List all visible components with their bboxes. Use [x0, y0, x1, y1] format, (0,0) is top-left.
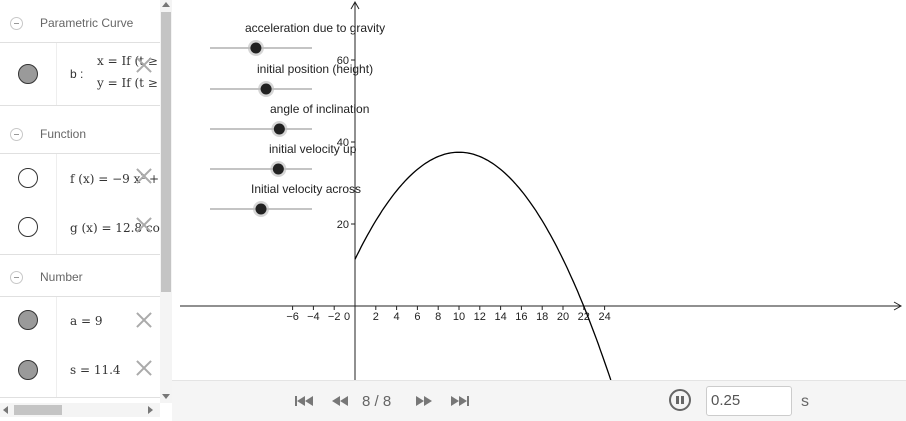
collapse-icon[interactable] — [10, 271, 23, 284]
pause-icon[interactable] — [669, 389, 691, 411]
algebra-row-g[interactable]: g (x) = 12.8 co — [0, 204, 160, 255]
category-label: Function — [40, 127, 87, 141]
number-expression: s = 11.4 — [70, 363, 121, 377]
x-tick-label: 2 — [373, 311, 379, 323]
delete-icon[interactable] — [134, 166, 154, 186]
delete-icon[interactable] — [134, 358, 154, 378]
speed-unit: s — [801, 393, 809, 410]
scroll-left-icon[interactable] — [3, 406, 8, 414]
graphics-canvas[interactable]: −6 −4 −2 0 2 4 6 8 10 12 14 16 18 20 22 24204060acceler… — [172, 0, 906, 380]
speed-input[interactable]: 0.25 — [706, 386, 792, 416]
x-tick-label: −6 — [286, 311, 299, 323]
algebra-row-a[interactable]: a = 9 — [0, 297, 160, 348]
scroll-right-icon[interactable] — [148, 406, 153, 414]
delete-icon[interactable] — [134, 215, 154, 235]
expression-line-y: y = If (t ≥ — [97, 76, 158, 90]
x-tick-label: 12 — [474, 311, 486, 323]
collapse-icon[interactable] — [10, 128, 23, 141]
visibility-marble-icon[interactable] — [18, 64, 38, 84]
slider-label: acceleration due to gravity — [245, 21, 385, 35]
slider-point[interactable] — [260, 83, 272, 95]
slider-point[interactable] — [272, 163, 284, 175]
x-tick-label: 8 — [435, 311, 441, 323]
slider-label: Initial velocity across — [251, 182, 361, 196]
category-function[interactable]: Function — [0, 117, 160, 154]
collapse-icon[interactable] — [10, 17, 23, 30]
category-label: Parametric Curve — [40, 16, 134, 30]
scrollbar-thumb[interactable] — [14, 405, 62, 415]
category-parametric-curve[interactable]: Parametric Curve — [0, 6, 160, 43]
algebra-vertical-scrollbar[interactable] — [160, 0, 172, 403]
x-tick-label: 20 — [557, 311, 569, 323]
graphics-view[interactable]: −6 −4 −2 0 2 4 6 8 10 12 14 16 18 20 22 24 20 40 60 acceler… — [172, 0, 906, 380]
frame-counter: 8 / 8 — [362, 393, 392, 410]
x-tick-label: 14 — [494, 311, 506, 323]
x-axis-arrow-icon — [893, 301, 903, 311]
x-tick-label: −2 — [328, 311, 341, 323]
slider-point[interactable] — [250, 42, 262, 54]
number-expression: a = 9 — [70, 314, 103, 328]
delete-icon[interactable] — [134, 310, 154, 330]
scrollbar-thumb[interactable] — [161, 12, 171, 292]
object-name: b : — [70, 67, 84, 81]
algebra-row-f[interactable]: f (x) = −9 x² + — [0, 154, 160, 205]
x-tick-label: 24 — [598, 311, 610, 323]
x-tick-label: 0 — [344, 311, 350, 323]
scroll-up-icon[interactable] — [162, 2, 170, 7]
y-tick-label: 40 — [337, 137, 349, 149]
previous-frame-icon[interactable] — [330, 393, 350, 409]
trajectory-curve — [354, 151, 612, 380]
animation-player: 8 / 8 0.25 s — [172, 380, 906, 421]
next-frame-icon[interactable] — [414, 393, 434, 409]
x-tick-label: 6 — [414, 311, 420, 323]
slider-label: angle of inclination — [270, 102, 369, 116]
y-tick-label: 20 — [337, 219, 349, 231]
first-frame-icon[interactable] — [294, 393, 314, 409]
visibility-marble-icon[interactable] — [18, 360, 38, 380]
visibility-marble-icon[interactable] — [18, 168, 38, 188]
algebra-horizontal-scrollbar[interactable] — [0, 403, 160, 417]
slider-label: initial position (height) — [257, 62, 373, 76]
y-axis-arrow-icon — [350, 0, 360, 10]
delete-icon[interactable] — [134, 55, 154, 75]
slider-point[interactable] — [255, 203, 267, 215]
y-tick-label: 60 — [337, 55, 349, 67]
x-tick-label: −4 — [307, 311, 320, 323]
category-number[interactable]: Number — [0, 260, 160, 297]
x-tick-label: 16 — [515, 311, 527, 323]
last-frame-icon[interactable] — [450, 393, 470, 409]
x-tick-label: 10 — [453, 311, 465, 323]
x-tick-label: 18 — [536, 311, 548, 323]
x-tick-label: 4 — [394, 311, 400, 323]
category-label: Number — [40, 270, 83, 284]
algebra-view: Parametric Curve b : x = If (t ≥ y = If … — [0, 0, 161, 403]
visibility-marble-icon[interactable] — [18, 217, 38, 237]
algebra-row-s[interactable]: s = 11.4 — [0, 347, 160, 398]
scroll-down-icon[interactable] — [162, 394, 170, 399]
slider-label: initial velocity up — [269, 142, 357, 156]
slider-point[interactable] — [273, 123, 285, 135]
visibility-marble-icon[interactable] — [18, 310, 38, 330]
algebra-row-b[interactable]: b : x = If (t ≥ y = If (t ≥ — [0, 43, 160, 106]
